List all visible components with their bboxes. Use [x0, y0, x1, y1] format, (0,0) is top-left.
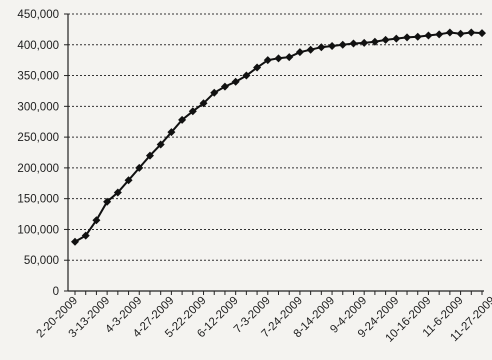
data-point-marker [424, 31, 433, 40]
data-point-marker [274, 54, 283, 63]
data-point-marker [467, 28, 476, 37]
y-tick-label: 50,000 [24, 255, 59, 267]
y-tick-labels: 0 50,000 100,000 150,000 200,000 250,000 300,0… [17, 9, 59, 298]
data-point-marker [295, 48, 304, 57]
y-tick-label: 150,000 [17, 194, 59, 206]
data-point-marker [306, 45, 315, 54]
data-point-marker [413, 32, 422, 41]
data-point-marker [349, 39, 358, 48]
data-point-marker [220, 82, 229, 91]
data-point-marker [435, 30, 444, 39]
data-point-marker [145, 151, 154, 160]
data-point-marker [253, 63, 262, 72]
data-point-marker [231, 77, 240, 86]
y-tick-label: 450,000 [17, 9, 59, 21]
data-point-marker [199, 99, 208, 108]
data-point-marker [338, 40, 347, 49]
data-point-marker [81, 231, 90, 240]
y-tick-label: 200,000 [17, 163, 59, 175]
data-point-marker [263, 56, 272, 65]
gridlines [68, 13, 484, 261]
data-point-marker [285, 53, 294, 62]
data-point-marker [178, 115, 187, 124]
data-point-marker [317, 43, 326, 52]
data-point-marker [103, 197, 112, 206]
data-point-marker [167, 128, 176, 137]
data-point-marker [135, 163, 144, 172]
data-point-marker [242, 71, 251, 80]
data-point-marker [156, 140, 165, 149]
y-tick-label: 300,000 [17, 101, 59, 113]
data-point-marker [403, 33, 412, 42]
axes [64, 13, 484, 295]
y-tick-label: 100,000 [17, 224, 59, 236]
data-point-marker [113, 188, 122, 197]
data-point-marker [360, 38, 369, 47]
series [71, 28, 486, 246]
data-point-marker [210, 88, 219, 97]
x-tick-labels: 2-20-20093-13-20094-3-20094-27-20095-22-… [35, 295, 492, 345]
data-point-marker [445, 28, 454, 37]
data-point-marker [392, 34, 401, 43]
data-point-marker [381, 35, 390, 44]
data-point-marker [92, 216, 101, 225]
data-point-marker [328, 42, 337, 51]
data-point-marker [188, 107, 197, 116]
y-tick-label: 400,000 [17, 40, 59, 52]
data-point-marker [71, 237, 79, 246]
y-tick-label: 250,000 [17, 132, 59, 144]
data-point-marker [478, 29, 486, 38]
data-point-marker [124, 176, 133, 185]
y-tick-label: 0 [53, 286, 59, 298]
data-point-marker [456, 29, 465, 38]
y-tick-label: 350,000 [17, 71, 59, 83]
data-point-marker [370, 37, 379, 46]
